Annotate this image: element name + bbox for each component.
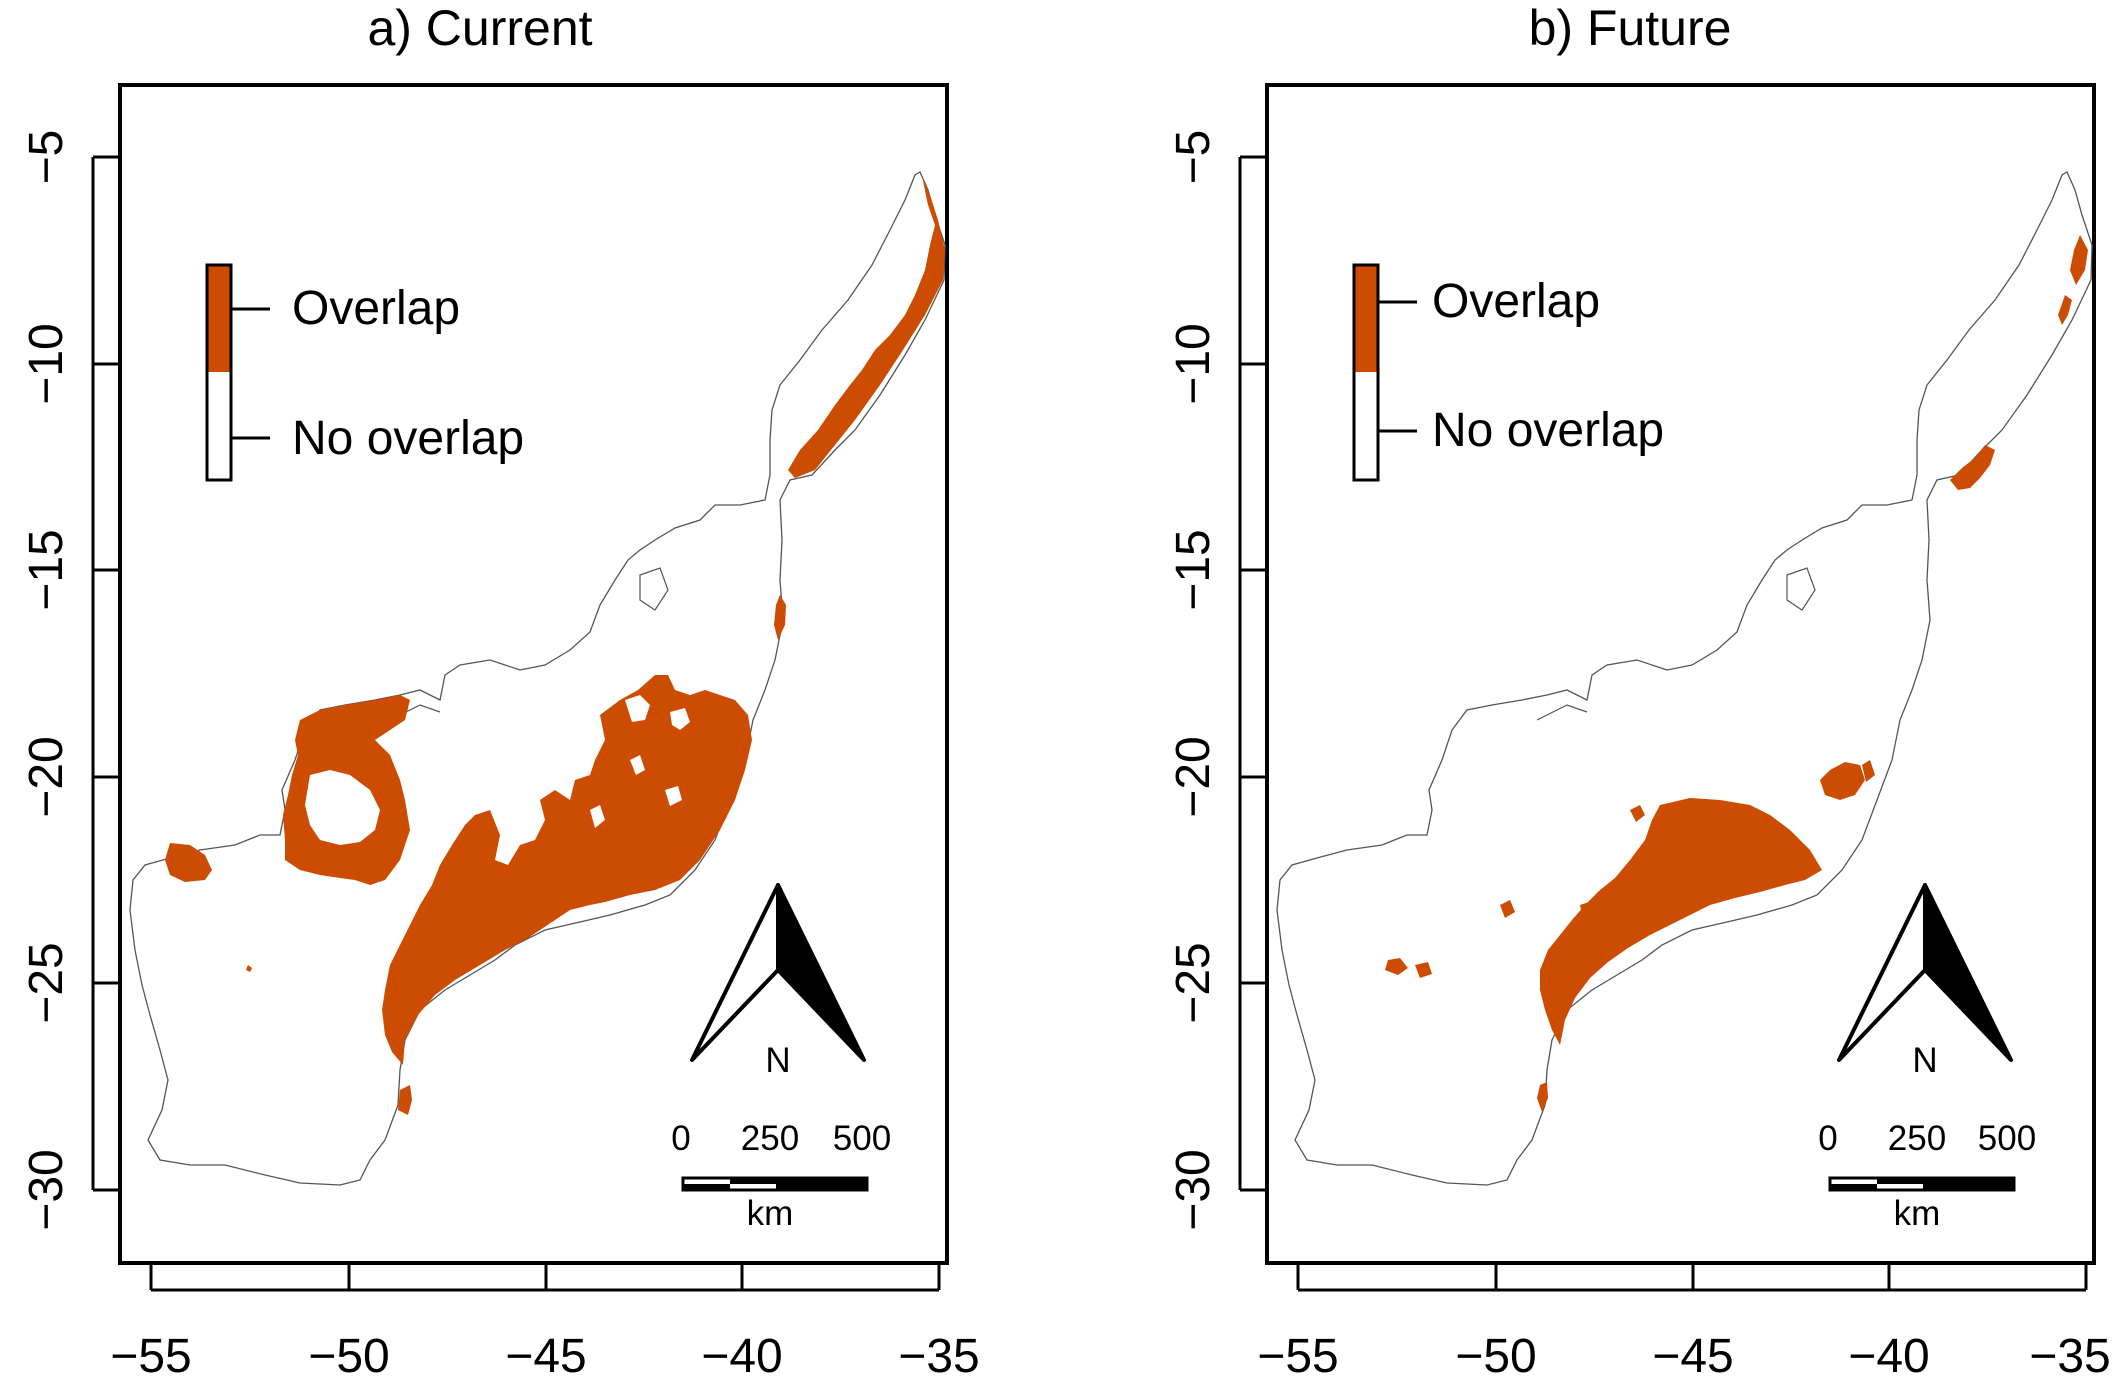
legend-swatch-no-overlap bbox=[207, 372, 231, 480]
y-tick-label: −30 bbox=[20, 1149, 73, 1230]
scale-bar: 0 250 500 km bbox=[1818, 1119, 2036, 1233]
scale-label-0: 0 bbox=[671, 1119, 690, 1158]
y-tick-label: −5 bbox=[1167, 130, 1220, 185]
north-label: N bbox=[765, 1041, 790, 1080]
y-tick-label: −5 bbox=[20, 130, 73, 185]
scale-label-250: 250 bbox=[1888, 1119, 1946, 1158]
x-tick-label: −55 bbox=[1257, 1330, 1338, 1383]
scale-label-500: 500 bbox=[833, 1119, 891, 1158]
x-tick-label: −55 bbox=[110, 1330, 191, 1383]
x-tick-label: −50 bbox=[1455, 1330, 1536, 1383]
y-tick-label: −20 bbox=[1167, 736, 1220, 817]
x-tick-label: −40 bbox=[701, 1330, 782, 1383]
y-tick-label: −25 bbox=[20, 942, 73, 1023]
north-label: N bbox=[1912, 1041, 1937, 1080]
y-tick-label: −30 bbox=[1167, 1149, 1220, 1230]
x-tick-label: −50 bbox=[308, 1330, 389, 1383]
x-axis bbox=[1296, 1263, 2088, 1292]
legend-label-no-overlap: No overlap bbox=[292, 412, 524, 465]
y-tick-label: −15 bbox=[20, 529, 73, 610]
legend: Overlap No overlap bbox=[205, 263, 524, 482]
scale-unit: km bbox=[1894, 1194, 1941, 1233]
legend-label-no-overlap: No overlap bbox=[1432, 404, 1664, 457]
y-axis-tick-labels: −5 −10 −15 −20 −25 −30 bbox=[1167, 130, 1220, 1231]
y-tick-label: −10 bbox=[20, 323, 73, 404]
x-tick-label: −35 bbox=[2029, 1330, 2110, 1383]
legend-label-overlap: Overlap bbox=[1432, 275, 1600, 328]
x-axis bbox=[149, 1263, 941, 1292]
y-tick-label: −10 bbox=[1167, 323, 1220, 404]
x-axis-tick-labels: −55 −50 −45 −40 −35 bbox=[110, 1330, 979, 1383]
region-outline bbox=[129, 171, 946, 1186]
legend: Overlap No overlap bbox=[1352, 263, 1664, 482]
scale-bar: 0 250 500 km bbox=[671, 1119, 891, 1233]
overlap-regions bbox=[1385, 235, 2088, 1112]
north-arrow: N bbox=[690, 883, 866, 1080]
y-tick-label: −25 bbox=[1167, 942, 1220, 1023]
legend-swatch-overlap bbox=[1354, 265, 1378, 372]
panel-current: a) Current bbox=[20, 0, 980, 1383]
y-tick-label: −20 bbox=[20, 736, 73, 817]
y-axis-tick-labels: −5 −10 −15 −20 −25 −30 bbox=[20, 130, 73, 1231]
x-tick-label: −40 bbox=[1848, 1330, 1929, 1383]
x-tick-label: −35 bbox=[898, 1330, 979, 1383]
scale-unit: km bbox=[747, 1194, 794, 1233]
x-axis-tick-labels: −55 −50 −45 −40 −35 bbox=[1257, 1330, 2110, 1383]
plot-frame bbox=[118, 83, 949, 1265]
scale-label-250: 250 bbox=[741, 1119, 799, 1158]
north-arrow: N bbox=[1837, 883, 2013, 1080]
legend-swatch-overlap bbox=[207, 265, 231, 372]
panel-future: b) Future −55 bbox=[1167, 0, 2111, 1383]
legend-swatch-no-overlap bbox=[1354, 372, 1378, 480]
region-outline bbox=[1276, 171, 2093, 1186]
legend-label-overlap: Overlap bbox=[292, 282, 460, 335]
y-axis bbox=[91, 155, 120, 1192]
scale-label-500: 500 bbox=[1978, 1119, 2036, 1158]
plot-frame bbox=[1265, 83, 2096, 1265]
x-tick-label: −45 bbox=[505, 1330, 586, 1383]
scale-label-0: 0 bbox=[1818, 1119, 1837, 1158]
panel-title: a) Current bbox=[367, 0, 592, 56]
x-tick-label: −45 bbox=[1652, 1330, 1733, 1383]
y-axis bbox=[1238, 155, 1267, 1192]
y-tick-label: −15 bbox=[1167, 529, 1220, 610]
panel-title: b) Future bbox=[1529, 0, 1732, 56]
